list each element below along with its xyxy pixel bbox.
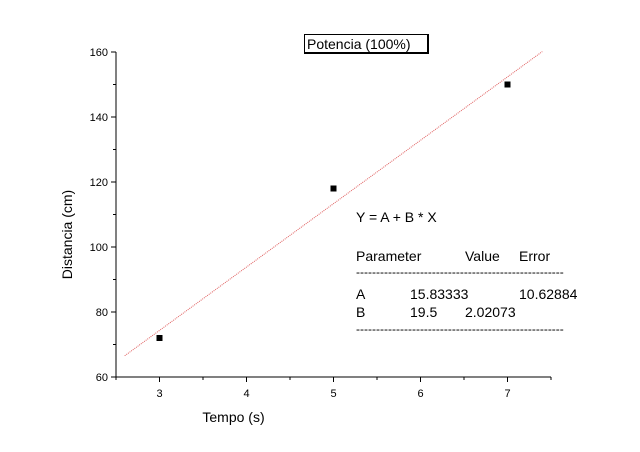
y-tick-label: 120: [90, 177, 108, 189]
x-tick-label: 4: [243, 388, 249, 400]
fit-row-b-value: 19.5: [410, 304, 438, 320]
y-axis-title: Distancia (cm): [59, 190, 75, 279]
legend: Potencia (100%): [304, 34, 429, 54]
fit-line: [124, 51, 543, 357]
y-tick-label: 100: [90, 242, 108, 254]
legend-label: Potencia (100%): [307, 36, 411, 52]
fit-separator-bottom: ----------------------------------------…: [356, 322, 564, 336]
fit-row-a-name: A: [356, 286, 366, 302]
data-point: [504, 81, 511, 88]
fit-header-parameter: Parameter: [356, 248, 422, 264]
data-point: [330, 185, 337, 192]
y-tick-label: 60: [96, 372, 108, 384]
fit-equation: Y = A + B * X: [356, 209, 437, 225]
x-tick-label: 6: [417, 388, 423, 400]
y-tick-label: 140: [90, 112, 108, 124]
data-point: [156, 335, 163, 341]
fit-row-b-error: 2.02073: [465, 304, 516, 320]
y-tick-label: 80: [96, 307, 108, 319]
x-tick-label: 5: [330, 388, 336, 400]
x-tick-label: 7: [504, 388, 510, 400]
fit-separator-top: ----------------------------------------…: [356, 265, 564, 279]
x-axis-title: Tempo (s): [202, 409, 264, 425]
x-tick-label: 3: [156, 388, 162, 400]
fit-header-value: Value: [465, 248, 500, 264]
fit-header-error: Error: [519, 248, 551, 264]
fit-row-a-value: 15.83333: [410, 286, 469, 302]
fit-row-a-error: 10.62884: [519, 286, 578, 302]
y-tick-label: 160: [90, 47, 108, 59]
fit-row-b-name: B: [356, 304, 366, 320]
